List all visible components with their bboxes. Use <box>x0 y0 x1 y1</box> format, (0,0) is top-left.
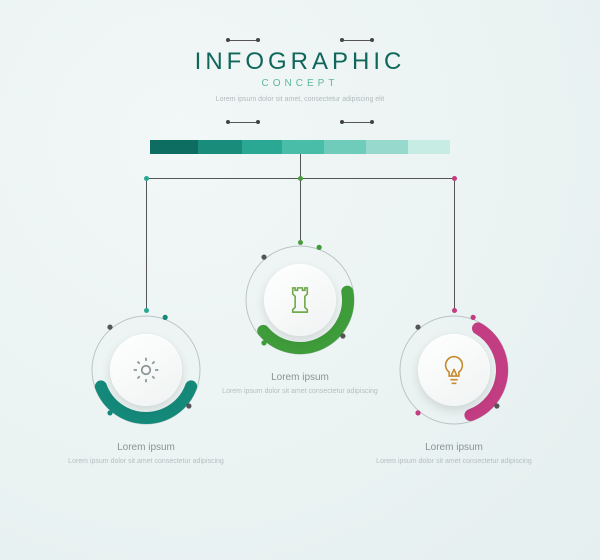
rook-icon <box>285 283 315 317</box>
connector-dot <box>144 176 149 181</box>
orbit-dot <box>261 255 266 260</box>
connector-line <box>146 178 147 310</box>
caption-body: Lorem ipsum dolor sit amet consectetur a… <box>66 457 226 466</box>
node-caption-bulb: Lorem ipsum Lorem ipsum dolor sit amet c… <box>374 442 534 466</box>
caption-body: Lorem ipsum dolor sit amet consectetur a… <box>220 387 380 396</box>
node-gear <box>78 302 214 438</box>
orbit-dot <box>163 315 168 320</box>
orbit-dot <box>186 403 191 408</box>
caption-title: Lorem ipsum <box>374 442 534 453</box>
header-frame-dot <box>226 120 230 124</box>
orbit-dot <box>415 410 420 415</box>
color-bar-segment <box>408 140 450 154</box>
color-bar-segment <box>150 140 198 154</box>
header-frame-dot <box>340 38 344 42</box>
node-rook <box>232 232 368 368</box>
color-bar-segment <box>324 140 366 154</box>
bulb-icon <box>439 353 469 387</box>
caption-title: Lorem ipsum <box>220 372 380 383</box>
orbit-dot <box>107 410 112 415</box>
page-subtext: Lorem ipsum dolor sit amet, consectetur … <box>0 95 600 105</box>
header-frame-dot <box>256 38 260 42</box>
connector-dot <box>452 176 457 181</box>
color-bar-segment <box>242 140 282 154</box>
node-caption-rook: Lorem ipsum Lorem ipsum dolor sit amet c… <box>220 372 380 396</box>
node-button-rook[interactable] <box>264 264 336 336</box>
header-frame-dot <box>226 38 230 42</box>
node-button-bulb[interactable] <box>418 334 490 406</box>
orbit-dot <box>471 315 476 320</box>
header-frame-dot <box>340 120 344 124</box>
color-bar-segment <box>198 140 242 154</box>
caption-body: Lorem ipsum dolor sit amet consectetur a… <box>374 457 534 466</box>
orbit-dot <box>261 340 266 345</box>
header-frame-dot <box>256 120 260 124</box>
node-bulb <box>386 302 522 438</box>
node-caption-gear: Lorem ipsum Lorem ipsum dolor sit amet c… <box>66 442 226 466</box>
orbit-dot <box>317 245 322 250</box>
color-bar <box>150 140 450 154</box>
orbit-dot <box>107 325 112 330</box>
orbit-dot <box>494 403 499 408</box>
caption-title: Lorem ipsum <box>66 442 226 453</box>
page-subtitle: CONCEPT <box>0 78 600 89</box>
node-button-gear[interactable] <box>110 334 182 406</box>
header-frame-line <box>342 40 372 41</box>
header: INFOGRAPHIC CONCEPT Lorem ipsum dolor si… <box>0 48 600 105</box>
color-bar-segment <box>282 140 324 154</box>
page-title: INFOGRAPHIC <box>0 48 600 76</box>
header-frame-line <box>228 40 258 41</box>
color-bar-segment <box>366 140 408 154</box>
header-frame-line <box>342 122 372 123</box>
connector-dot <box>298 176 303 181</box>
orbit-dot <box>340 333 345 338</box>
header-frame-dot <box>370 38 374 42</box>
header-frame-dot <box>370 120 374 124</box>
gear-icon <box>130 354 162 386</box>
orbit-dot <box>415 325 420 330</box>
header-frame-line <box>228 122 258 123</box>
connector-line <box>300 154 301 178</box>
connector-line <box>454 178 455 310</box>
